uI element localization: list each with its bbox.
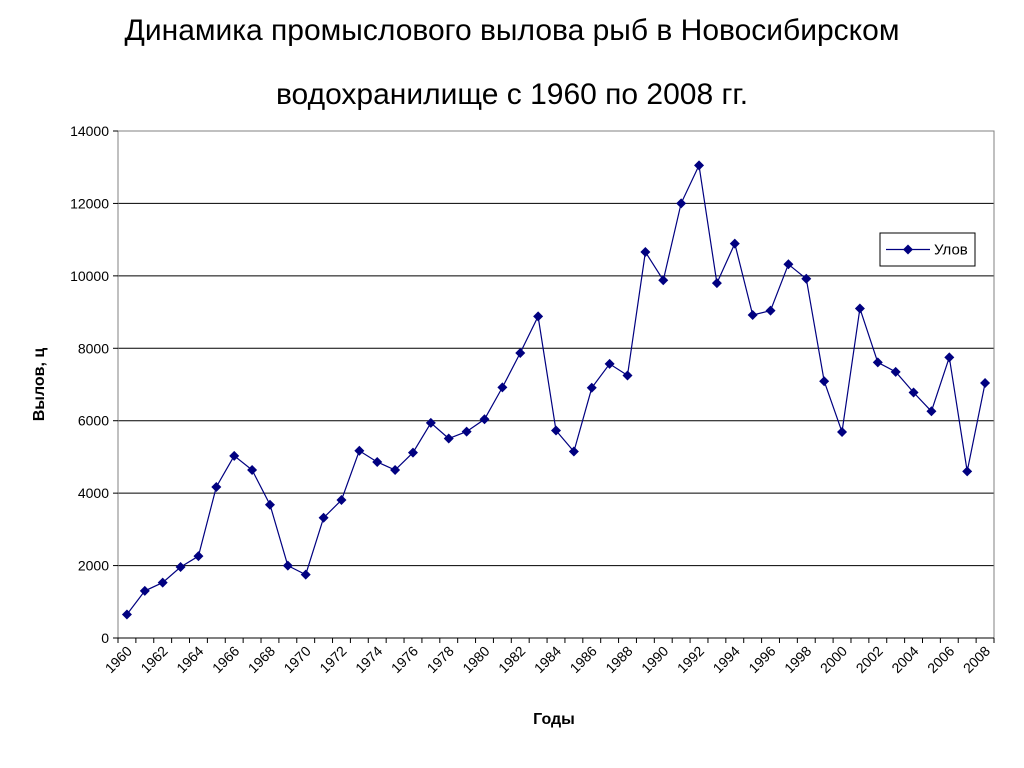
x-tick-label: 2004 <box>888 643 921 676</box>
x-tick-label: 1998 <box>781 643 814 676</box>
x-tick-label: 1962 <box>137 643 170 676</box>
data-point <box>533 311 544 322</box>
x-tick-label: 1988 <box>602 643 635 676</box>
data-point <box>604 358 615 369</box>
data-point <box>121 609 132 620</box>
data-point <box>479 414 490 425</box>
data-point <box>157 577 168 588</box>
y-tick-label: 6000 <box>78 413 109 429</box>
x-tick-label: 2006 <box>924 643 957 676</box>
x-tick-label: 1992 <box>674 643 707 676</box>
y-tick-label: 14000 <box>70 123 109 139</box>
x-tick-label: 1976 <box>388 643 421 676</box>
data-point <box>247 464 258 475</box>
data-point <box>765 305 776 316</box>
data-point <box>854 303 865 314</box>
y-tick-label: 10000 <box>70 268 109 284</box>
x-tick-label: 1970 <box>280 643 313 676</box>
data-point <box>211 481 222 492</box>
data-point <box>908 387 919 398</box>
data-point <box>425 417 436 428</box>
x-tick-label: 2002 <box>853 643 886 676</box>
data-point <box>336 495 347 506</box>
x-tick-label: 1996 <box>745 643 778 676</box>
y-axis-label: Вылов, ц <box>31 348 48 422</box>
y-tick-label: 0 <box>101 630 109 646</box>
data-point <box>318 512 329 523</box>
y-axis: 0 2000 4000 6000 8000 10000 12000 14000 <box>70 123 118 646</box>
data-point <box>193 551 204 562</box>
y-tick-label: 2000 <box>78 558 109 574</box>
gridlines <box>118 202 994 567</box>
x-tick-label: 1986 <box>567 643 600 676</box>
y-tick-label: 8000 <box>78 340 109 356</box>
x-tick-label: 1980 <box>459 643 492 676</box>
data-point <box>497 382 508 393</box>
data-point <box>711 278 722 289</box>
x-tick-label: 1964 <box>173 643 206 676</box>
x-tick-label: 2008 <box>960 643 993 676</box>
series-markers <box>121 160 991 620</box>
data-point <box>837 426 848 437</box>
data-point <box>890 366 901 377</box>
data-point <box>139 585 150 596</box>
data-point <box>747 309 758 320</box>
data-point <box>515 347 526 358</box>
data-point <box>783 259 794 270</box>
data-point <box>962 466 973 477</box>
data-point <box>282 560 293 571</box>
x-tick-label: 1966 <box>209 643 242 676</box>
data-point <box>390 464 401 475</box>
y-tick-label: 4000 <box>78 485 109 501</box>
data-point <box>264 499 275 510</box>
data-point <box>658 275 669 286</box>
x-tick-label: 1984 <box>531 643 564 676</box>
x-tick-label: 1968 <box>245 643 278 676</box>
x-tick-label: 1972 <box>316 643 349 676</box>
x-tick-label: 1960 <box>102 643 135 676</box>
data-point <box>819 376 830 387</box>
data-point <box>551 425 561 436</box>
legend-marker <box>903 244 913 255</box>
data-point <box>944 352 955 363</box>
x-tick-label: 1974 <box>352 643 385 676</box>
x-tick-label: 1978 <box>424 643 457 676</box>
data-point <box>801 273 812 284</box>
data-point <box>300 569 311 580</box>
data-point <box>354 445 365 456</box>
data-point <box>694 160 705 171</box>
x-tick-label: 2000 <box>817 643 850 676</box>
data-point <box>640 246 651 257</box>
data-point <box>175 562 186 573</box>
x-axis-label: Годы <box>533 711 575 728</box>
data-point <box>229 450 240 461</box>
data-point <box>676 198 687 209</box>
data-point <box>443 433 454 444</box>
x-tick-label: 1994 <box>710 643 743 676</box>
x-tick-label: 1982 <box>495 643 528 676</box>
data-point <box>372 456 383 467</box>
data-point <box>586 382 597 393</box>
chart-title-line1: Динамика промыслового вылова рыб в Новос… <box>124 14 900 47</box>
chart-title-line2: водохранилище с 1960 по 2008 гг. <box>275 78 749 111</box>
plot-area <box>117 130 995 639</box>
series-line-ulov <box>126 163 986 615</box>
data-point <box>872 357 883 368</box>
legend: Улов <box>879 232 976 267</box>
data-point <box>407 447 418 458</box>
data-point <box>926 406 937 417</box>
data-point <box>568 446 579 457</box>
y-tick-label: 12000 <box>70 195 109 211</box>
legend-label: Улов <box>934 242 968 259</box>
x-axis: 1960 1962 1964 1966 1968 1970 1972 1974 1976 1978… <box>102 637 995 676</box>
data-point <box>461 426 472 437</box>
data-point <box>622 370 633 381</box>
x-tick-label: 1990 <box>638 643 671 676</box>
data-point <box>729 238 740 249</box>
data-point <box>980 378 991 389</box>
